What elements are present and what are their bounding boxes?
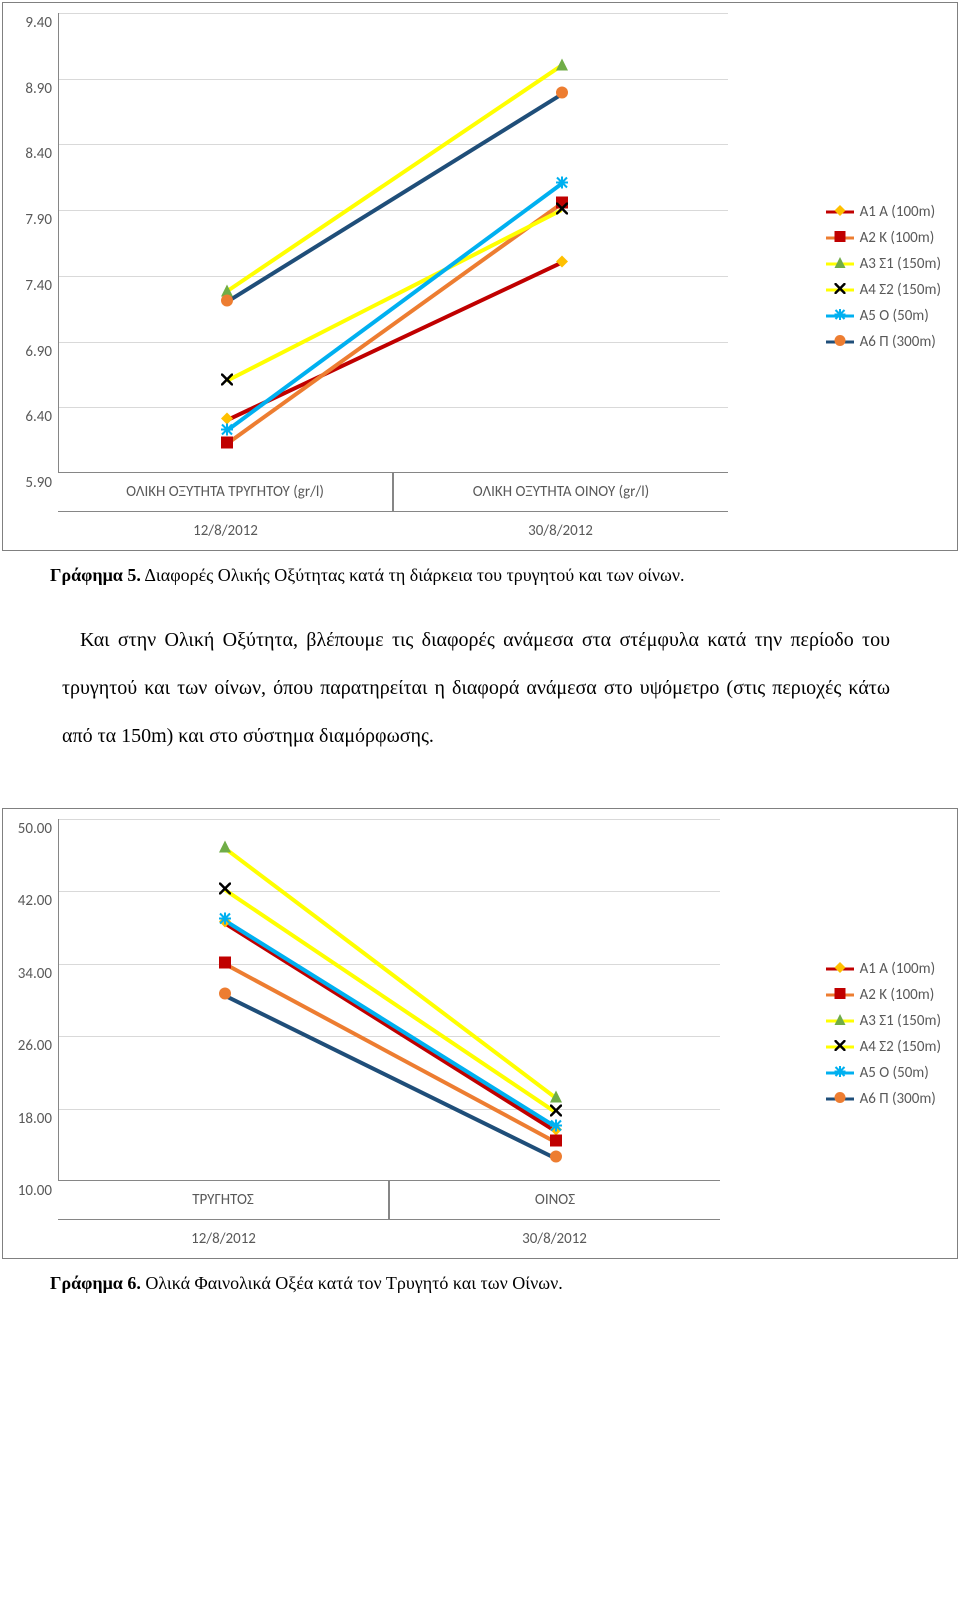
x-category-label: ΟΙΝΟΣ	[389, 1181, 720, 1219]
legend-marker-icon	[826, 258, 854, 270]
legend-item: Α6 Π (300m)	[826, 1090, 941, 1108]
legend-label: Α6 Π (300m)	[860, 333, 936, 351]
chart-1-container: 5.906.406.907.407.908.408.909.40 ΟΛΙΚΗ Ο…	[2, 2, 958, 551]
data-point-marker	[221, 421, 233, 440]
legend-item: Α5 Ο (50m)	[826, 307, 941, 325]
body-paragraph-text: Και στην Ολική Οξύτητα, βλέπουμε τις δια…	[62, 629, 890, 747]
chart-1-caption-text: Διαφορές Ολικής Οξύτητας κατά τη διάρκει…	[141, 565, 685, 585]
x-sublabel: 30/8/2012	[389, 1220, 720, 1258]
chart-2-legend: Α1 Α (100m) Α2 Κ (100m) Α3 Σ1 (150m) Α4 Σ2 …	[818, 809, 957, 1258]
chart-1-legend: Α1 Α (100m) Α2 Κ (100m) Α3 Σ1 (150m) Α4 Σ2 …	[818, 3, 957, 550]
data-point-marker	[219, 911, 231, 930]
chart-1-plot-region: 5.906.406.907.407.908.408.909.40 ΟΛΙΚΗ Ο…	[3, 3, 818, 550]
legend-item: Α1 Α (100m)	[826, 960, 941, 978]
y-tick-label: 7.40	[4, 277, 52, 295]
legend-label: Α1 Α (100m)	[860, 960, 936, 978]
legend-item: Α3 Σ1 (150m)	[826, 1012, 941, 1030]
data-point-marker	[556, 253, 568, 272]
chart-2-plot-region: D280 10.0018.0026.0034.0042.0050.00 ΤΡΥΓ…	[3, 809, 818, 1258]
legend-marker-icon	[826, 1015, 854, 1027]
data-point-marker	[219, 838, 231, 857]
legend-item: Α5 Ο (50m)	[826, 1064, 941, 1082]
y-tick-label: 5.90	[4, 474, 52, 492]
legend-label: Α2 Κ (100m)	[860, 229, 935, 247]
legend-marker-icon	[826, 1041, 854, 1053]
chart-1-caption: Γράφημα 5. Διαφορές Ολικής Οξύτητας κατά…	[50, 565, 960, 586]
data-point-marker	[219, 986, 231, 1005]
legend-label: Α5 Ο (50m)	[860, 307, 929, 325]
legend-marker-icon	[826, 989, 854, 1001]
legend-item: Α2 Κ (100m)	[826, 229, 941, 247]
chart-2-x-sublabels: 12/8/201230/8/2012	[58, 1219, 720, 1258]
legend-item: Α4 Σ2 (150m)	[826, 281, 941, 299]
data-point-marker	[219, 880, 231, 899]
legend-label: Α6 Π (300m)	[860, 1090, 936, 1108]
legend-marker-icon	[826, 963, 854, 975]
legend-label: Α5 Ο (50m)	[860, 1064, 929, 1082]
y-tick-label: 9.40	[4, 14, 52, 32]
chart-1-x-axis: ΟΛΙΚΗ ΟΞΥΤΗΤΑ ΤΡΥΓΗΤΟΥ (gr/l)ΟΛΙΚΗ ΟΞΥΤΗ…	[58, 473, 728, 511]
legend-label: Α2 Κ (100m)	[860, 986, 935, 1004]
x-sublabel: 30/8/2012	[393, 512, 728, 550]
data-point-marker	[550, 1117, 562, 1136]
y-tick-label: 6.40	[4, 408, 52, 426]
legend-marker-icon	[826, 336, 854, 348]
data-point-marker	[221, 372, 233, 391]
x-sublabel: 12/8/2012	[58, 512, 393, 550]
data-point-marker	[221, 293, 233, 312]
chart-1-plot-area: 5.906.406.907.407.908.408.909.40	[58, 13, 728, 473]
legend-item: Α2 Κ (100m)	[826, 986, 941, 1004]
legend-label: Α1 Α (100m)	[860, 203, 936, 221]
y-tick-label: 34.00	[4, 965, 52, 983]
data-point-marker	[219, 954, 231, 973]
y-tick-label: 8.40	[4, 145, 52, 163]
chart-2-caption-label: Γράφημα 6.	[50, 1273, 141, 1293]
y-tick-label: 8.90	[4, 80, 52, 98]
legend-label: Α4 Σ2 (150m)	[860, 1038, 941, 1056]
y-tick-label: 18.00	[4, 1110, 52, 1128]
y-tick-label: 26.00	[4, 1037, 52, 1055]
x-category-label: ΟΛΙΚΗ ΟΞΥΤΗΤΑ ΟΙΝΟΥ (gr/l)	[393, 473, 728, 511]
data-point-marker	[550, 1149, 562, 1168]
legend-marker-icon	[826, 232, 854, 244]
data-point-marker	[556, 174, 568, 193]
legend-label: Α3 Σ1 (150m)	[860, 255, 941, 273]
chart-1-x-sublabels: 12/8/201230/8/2012	[58, 511, 728, 550]
y-tick-label: 42.00	[4, 892, 52, 910]
x-category-label: ΟΛΙΚΗ ΟΞΥΤΗΤΑ ΤΡΥΓΗΤΟΥ (gr/l)	[58, 473, 393, 511]
legend-marker-icon	[826, 206, 854, 218]
y-tick-label: 7.90	[4, 211, 52, 229]
legend-item: Α1 Α (100m)	[826, 203, 941, 221]
y-tick-label: 10.00	[4, 1182, 52, 1200]
chart-2-caption: Γράφημα 6. Ολικά Φαινολικά Οξέα κατά τον…	[50, 1273, 960, 1294]
data-point-marker	[556, 201, 568, 220]
chart-2-y-axis-label: D280	[0, 982, 4, 1019]
legend-marker-icon	[826, 1093, 854, 1105]
chart-2-container: D280 10.0018.0026.0034.0042.0050.00 ΤΡΥΓ…	[2, 808, 958, 1259]
chart-1-caption-label: Γράφημα 5.	[50, 565, 141, 585]
legend-marker-icon	[826, 1067, 854, 1079]
body-paragraph: Και στην Ολική Οξύτητα, βλέπουμε τις δια…	[62, 616, 890, 760]
chart-2-plot-area: 10.0018.0026.0034.0042.0050.00	[58, 819, 720, 1181]
legend-marker-icon	[826, 284, 854, 296]
x-category-label: ΤΡΥΓΗΤΟΣ	[58, 1181, 389, 1219]
legend-item: Α4 Σ2 (150m)	[826, 1038, 941, 1056]
legend-label: Α4 Σ2 (150m)	[860, 281, 941, 299]
chart-2-x-axis: ΤΡΥΓΗΤΟΣΟΙΝΟΣ	[58, 1181, 720, 1219]
legend-label: Α3 Σ1 (150m)	[860, 1012, 941, 1030]
data-point-marker	[556, 85, 568, 104]
x-sublabel: 12/8/2012	[58, 1220, 389, 1258]
chart-2-caption-text: Ολικά Φαινολικά Οξέα κατά τον Τρυγητό κα…	[141, 1273, 563, 1293]
legend-item: Α3 Σ1 (150m)	[826, 255, 941, 273]
legend-item: Α6 Π (300m)	[826, 333, 941, 351]
y-tick-label: 50.00	[4, 820, 52, 838]
y-tick-label: 6.90	[4, 343, 52, 361]
data-point-marker	[556, 56, 568, 75]
legend-marker-icon	[826, 310, 854, 322]
